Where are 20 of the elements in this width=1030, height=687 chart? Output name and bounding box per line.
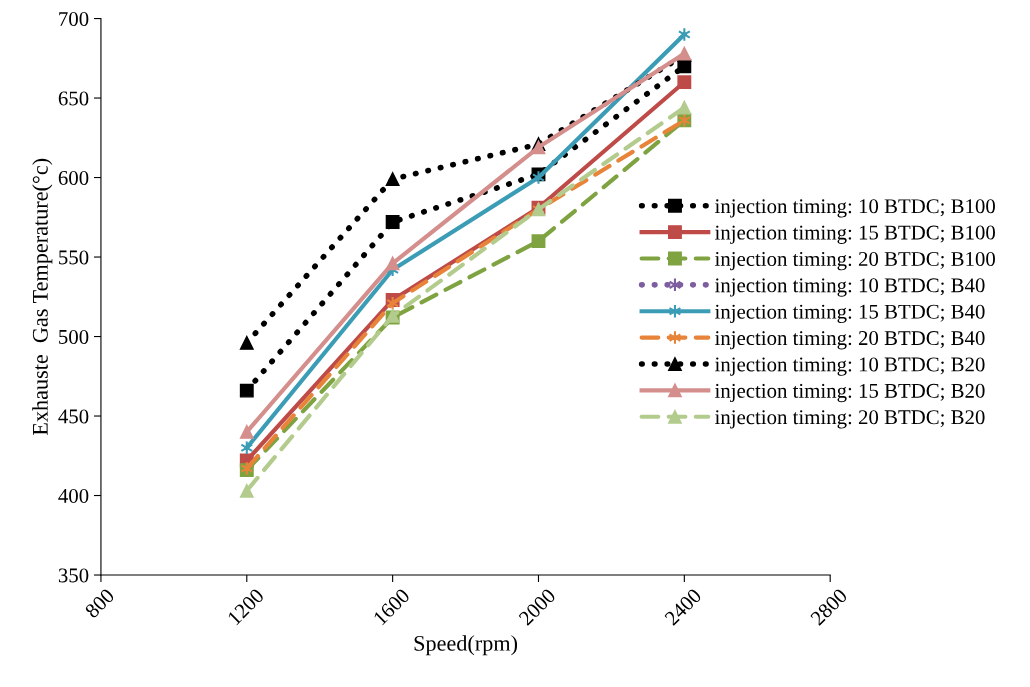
y-axis-title: Exhauste Gas Temperature(°c) xyxy=(32,158,53,436)
y-tick-label: 500 xyxy=(59,329,89,344)
legend-label: injection timing: 15 BTDC; B20 xyxy=(714,383,985,403)
legend-label: injection timing: 20 BTDC; B100 xyxy=(714,251,995,271)
x-tick-label: 800 xyxy=(84,587,116,619)
y-tick-label: 450 xyxy=(58,409,89,424)
y-tick-label: 400 xyxy=(58,488,89,503)
y-tick-label: 350 xyxy=(58,568,89,583)
legend-label: injection timing: 20 BTDC; B40 xyxy=(714,331,985,350)
y-tick-label: 600 xyxy=(58,170,89,185)
legend-label: injection timing: 10 BTDC; B40 xyxy=(714,278,985,297)
y-tick-label: 700 xyxy=(59,11,89,26)
y-tick-label: 550 xyxy=(59,250,89,265)
legend-label: injection timing: 20 BTDC; B20 xyxy=(714,410,985,429)
legend-label: injection timing: 10 BTDC; B100 xyxy=(714,199,995,218)
x-axis-title: Speed(rpm) xyxy=(414,635,518,656)
legend-label: injection timing: 15 BTDC; B40 xyxy=(714,304,985,324)
y-tick-label: 650 xyxy=(58,91,89,106)
legend-label: injection timing: 10 BTDC; B20 xyxy=(714,357,985,376)
legend-label: injection timing: 15 BTDC; B100 xyxy=(714,225,995,244)
